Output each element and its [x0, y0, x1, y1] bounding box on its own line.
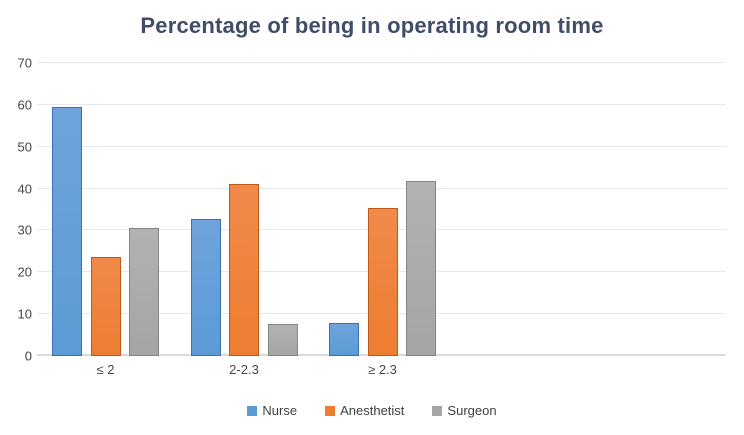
bar-surgeon-1 [129, 227, 159, 356]
bar-anesthetist-3 [367, 207, 398, 356]
nurse-swatch-icon [247, 405, 258, 416]
bar-nurse-1 [52, 106, 82, 356]
legend-label-nurse: Nurse [262, 403, 298, 418]
bar-surgeon-2 [267, 323, 298, 356]
plot-area: 0 10 20 30 40 50 60 70 ≤ 2 2-2.3 ≥ 2.3 [18, 56, 726, 377]
x-axis-category-label: ≥ 2.3 [368, 362, 397, 377]
y-axis-tick-label: 30 [17, 222, 32, 238]
x-axis-category-label: ≤ 2 [96, 362, 115, 377]
bar-anesthetist-1 [90, 256, 121, 356]
chart-title: Percentage of being in operating room ti… [140, 13, 604, 38]
y-axis-tick-label: 40 [17, 181, 32, 197]
legend-item-anesthetist: Anesthetist [325, 403, 404, 418]
gridline-y50 [37, 145, 726, 147]
legend-item-nurse: Nurse [247, 403, 297, 418]
legend-label-anesthetist: Anesthetist [340, 403, 405, 418]
bar-surgeon-3 [406, 181, 436, 356]
gridline-y40 [37, 187, 726, 189]
legend: Nurse Anesthetist Surgeon [0, 403, 744, 418]
y-axis-tick-label: 60 [17, 97, 32, 113]
y-axis-tick-label: 0 [24, 348, 32, 364]
y-axis-tick-label: 10 [17, 306, 32, 322]
anesthetist-swatch-icon [325, 405, 336, 416]
gridline-y60 [37, 103, 726, 105]
bar-nurse-3 [329, 322, 359, 356]
legend-item-surgeon: Surgeon [432, 403, 497, 418]
y-axis-tick-label: 50 [17, 139, 32, 155]
bar-nurse-2 [190, 219, 221, 356]
bar-anesthetist-2 [229, 183, 259, 356]
gridline-y70 [37, 62, 726, 63]
y-axis-tick-label: 20 [17, 264, 32, 280]
x-axis-category-label: 2-2.3 [229, 362, 259, 377]
surgeon-swatch-icon [432, 405, 443, 416]
y-axis-tick-label: 70 [17, 55, 32, 71]
legend-label-surgeon: Surgeon [447, 403, 497, 418]
